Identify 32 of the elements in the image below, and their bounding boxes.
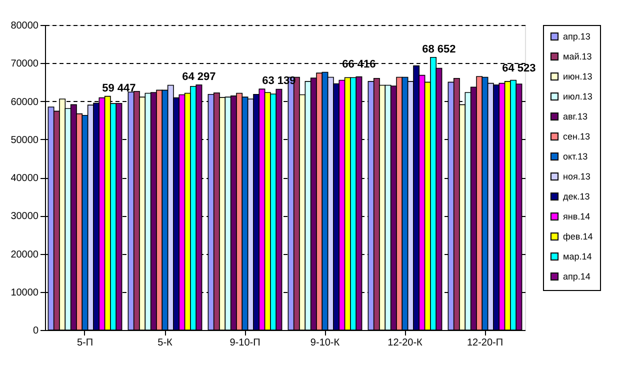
legend-label: фев.14 [563,232,593,242]
legend-label: июн.13 [563,72,592,82]
legend-label: апр.14 [563,272,590,282]
data-label: 68 652 [422,43,456,56]
legend-label: сен.13 [563,132,590,142]
y-tick-label: 10000 [10,287,39,298]
data-label: 64 523 [502,62,536,74]
legend-label: май.13 [563,52,592,62]
y-tick-label: 0 [32,326,39,336]
y-tick-label: 40000 [10,173,39,184]
y-tick-label: 50000 [10,134,39,146]
data-label: 59 447 [102,82,136,94]
y-tick-label: 20000 [10,249,39,260]
data-label: 64 297 [182,70,216,83]
legend-label: июл.13 [563,92,592,102]
x-tick-label: 9-10-К [310,338,340,348]
x-tick-label: 5-П [76,338,94,348]
x-tick-label: 12-20-П [466,338,504,348]
legend-label: апр.13 [563,32,590,42]
legend-label: ноя.13 [563,172,590,182]
y-tick-label: 60000 [10,96,39,108]
x-tick-label: 5-К [158,338,173,348]
x-tick-label: 12-20-К [388,338,423,348]
legend-label: янв.14 [563,212,590,222]
y-tick-label: 70000 [10,58,39,70]
legend-label: мар.14 [563,252,592,262]
legend-label: авг.13 [563,112,588,122]
x-tick-label: 9-10-П [230,338,260,348]
y-tick-label: 30000 [10,211,39,222]
legend-label: дек.13 [563,192,590,202]
legend-label: окт.13 [563,152,588,162]
y-tick-label: 80000 [10,20,39,32]
